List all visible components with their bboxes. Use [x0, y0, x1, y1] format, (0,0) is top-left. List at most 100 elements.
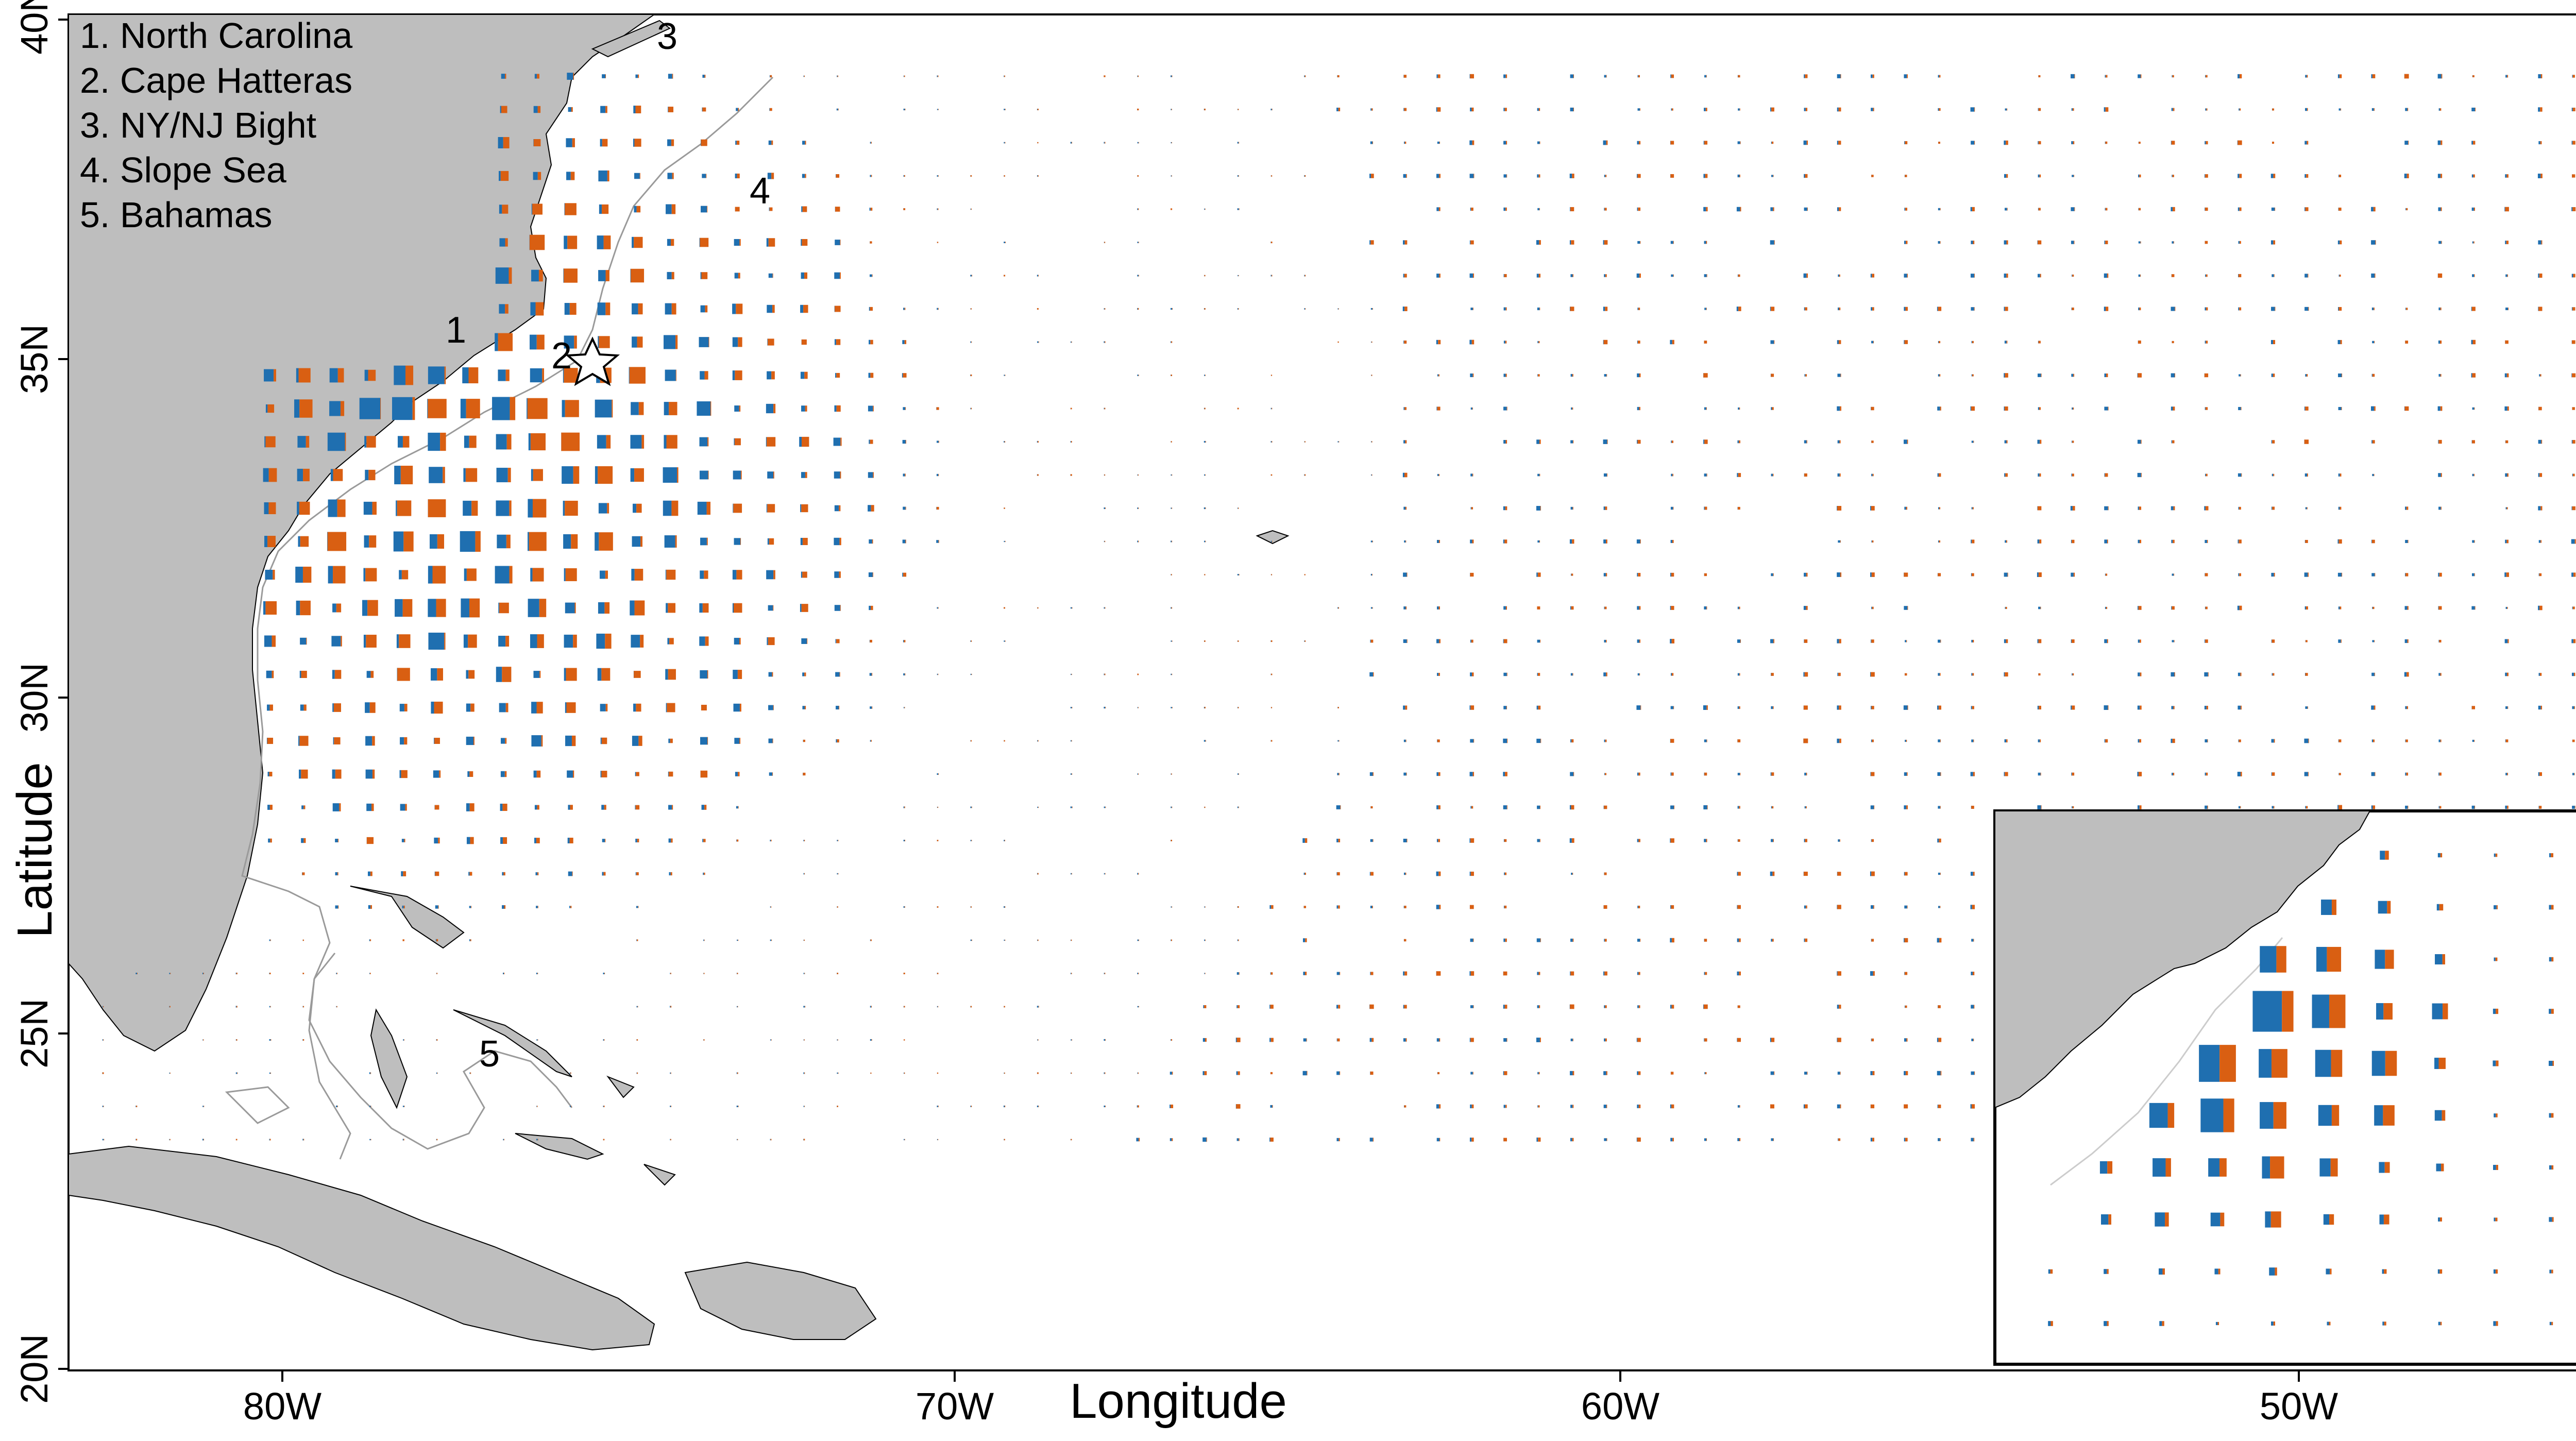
mark-orange	[327, 532, 347, 551]
mark-orange	[1470, 572, 1474, 577]
mark-orange	[1403, 75, 1407, 78]
mark-blue	[2071, 705, 2072, 710]
mark-orange	[1304, 574, 1306, 575]
mark-blue	[702, 839, 704, 842]
mark-orange	[735, 370, 742, 380]
mark-blue	[1570, 440, 1573, 444]
mark-blue	[2037, 705, 2039, 710]
mark-blue	[631, 635, 640, 648]
mark-blue	[1904, 506, 1906, 510]
mark-blue	[1537, 208, 1539, 211]
mark-orange	[2106, 307, 2109, 311]
mark-blue	[1770, 307, 1771, 311]
mark-orange	[1539, 208, 1540, 211]
mark-orange	[1071, 440, 1072, 443]
mark-orange	[903, 208, 906, 210]
mark-orange	[1604, 971, 1607, 976]
mark-blue	[1104, 408, 1105, 410]
mark-orange	[1304, 474, 1306, 476]
mark-blue	[834, 571, 839, 578]
mark-orange	[1205, 906, 1206, 908]
mark-orange	[2572, 739, 2575, 742]
mark-orange	[1138, 308, 1139, 310]
mark-blue	[528, 499, 533, 518]
mark-orange	[404, 737, 408, 745]
mark-orange	[2505, 207, 2509, 212]
mark-orange	[1604, 606, 1607, 609]
mark-orange	[2004, 406, 2008, 411]
mark-orange	[1439, 1104, 1441, 1109]
mark-blue	[1770, 871, 1773, 876]
mark-blue	[2471, 573, 2475, 577]
mark-orange	[468, 367, 479, 384]
mark-orange	[2574, 539, 2576, 544]
mark-orange	[509, 267, 512, 284]
mark-blue	[568, 871, 572, 876]
mark-blue	[2137, 606, 2139, 610]
mark-blue	[501, 74, 505, 79]
mark-blue	[699, 337, 709, 347]
mark-blue	[566, 138, 572, 147]
mark-orange	[870, 439, 873, 444]
mark-orange	[1438, 805, 1440, 809]
mark-blue	[1470, 806, 1472, 809]
mark-blue	[1771, 175, 1773, 177]
mark-blue	[2138, 241, 2141, 244]
mark-orange	[670, 738, 673, 743]
mark-orange	[272, 670, 274, 679]
inset-mark-blue	[2048, 1321, 2051, 1326]
mark-orange	[1071, 1072, 1072, 1074]
mark-orange	[636, 703, 641, 712]
mark-orange	[838, 1072, 839, 1074]
mark-blue	[1537, 639, 1540, 643]
mark-blue	[1737, 473, 1738, 477]
mark-orange	[904, 340, 907, 344]
mark-orange	[1537, 572, 1541, 577]
mark-blue	[1870, 971, 1873, 976]
mark-orange	[1438, 606, 1440, 609]
mark-orange	[2405, 739, 2408, 742]
mark-orange	[2373, 739, 2375, 742]
x-tick-60W: 60W	[1581, 1385, 1659, 1428]
inset-mark-orange	[2050, 1321, 2053, 1326]
mark-blue	[1904, 141, 1905, 145]
mark-orange	[2239, 207, 2242, 211]
mark-blue	[2171, 606, 2172, 610]
mark-orange	[2407, 606, 2409, 610]
mark-orange	[2272, 639, 2275, 643]
mark-blue	[1370, 607, 1372, 609]
mark-orange	[2507, 473, 2509, 477]
mark-orange	[2507, 75, 2509, 78]
mark-blue	[2205, 341, 2206, 344]
mark-blue	[2171, 672, 2175, 677]
mark-blue	[668, 838, 671, 843]
mark-orange	[1405, 506, 1407, 510]
mark-orange	[2306, 606, 2308, 610]
mark-blue	[202, 1139, 204, 1141]
mark-blue	[667, 638, 670, 645]
mark-orange	[1805, 374, 1807, 377]
mark-blue	[1905, 739, 1906, 742]
mark-orange	[1906, 640, 1907, 642]
mark-orange	[2239, 739, 2241, 742]
mark-blue	[1403, 705, 1405, 710]
mark-orange	[1505, 772, 1507, 776]
mark-orange	[2173, 108, 2175, 111]
inset-mark-blue	[2262, 1156, 2270, 1179]
mark-blue	[533, 172, 538, 180]
mark-orange	[2038, 108, 2041, 111]
mark-blue	[362, 600, 368, 616]
inset-mark-orange	[2167, 1103, 2175, 1128]
mark-blue	[536, 906, 538, 908]
mark-orange	[1205, 540, 1206, 543]
mark-orange	[1171, 208, 1173, 210]
inset-mark-orange	[2495, 853, 2498, 857]
inset-mark-blue	[2549, 1321, 2552, 1326]
mark-blue	[1304, 441, 1305, 443]
mark-orange	[1404, 1105, 1406, 1108]
mark-blue	[1436, 539, 1439, 544]
mark-blue	[1104, 973, 1105, 974]
mark-orange	[1673, 706, 1674, 709]
mark-blue	[1370, 108, 1372, 111]
mark-blue	[903, 806, 905, 808]
